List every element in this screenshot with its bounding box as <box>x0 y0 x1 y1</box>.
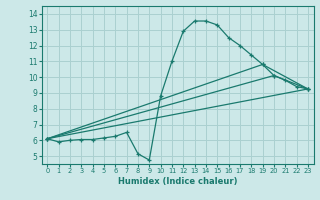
X-axis label: Humidex (Indice chaleur): Humidex (Indice chaleur) <box>118 177 237 186</box>
